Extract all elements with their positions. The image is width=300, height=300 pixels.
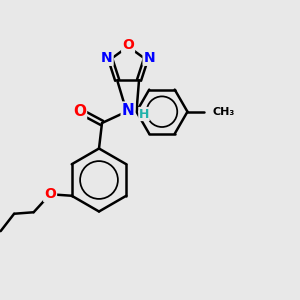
Text: N: N [101,51,112,65]
Text: O: O [44,187,56,201]
Text: O: O [122,38,134,52]
Text: H: H [139,107,149,121]
Text: N: N [122,103,134,118]
Text: CH₃: CH₃ [212,107,235,117]
Text: N: N [144,51,155,65]
Text: O: O [73,103,86,118]
